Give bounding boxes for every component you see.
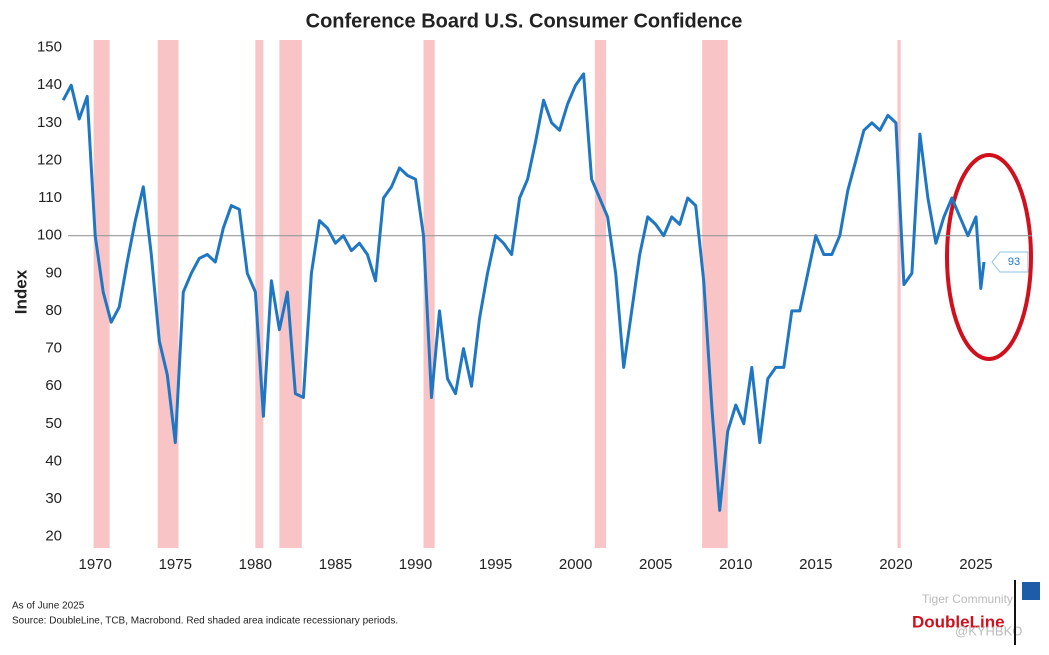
recession-band [255, 40, 264, 548]
recession-band [897, 40, 901, 548]
recession-band [594, 40, 607, 548]
callout-box [991, 251, 1029, 273]
y-tick-label: 40 [45, 452, 62, 469]
y-tick-label: 60 [45, 377, 62, 394]
x-tick-label: 2000 [559, 556, 592, 573]
y-tick-label: 70 [45, 340, 62, 357]
note: Source: DoubleLine, TCB, Macrobond. Red … [12, 616, 398, 627]
x-tick-label: 1990 [399, 556, 432, 573]
x-tick-label: 1980 [239, 556, 272, 573]
y-tick-label: 150 [37, 38, 62, 55]
y-tick-label: 80 [45, 302, 62, 319]
logo-mark [1022, 582, 1040, 600]
y-tick-label: 50 [45, 415, 62, 432]
y-tick-label: 130 [37, 114, 62, 131]
x-tick-label: 2025 [959, 556, 992, 573]
recession-band [423, 40, 435, 548]
recession-band [157, 40, 179, 548]
recession-band [279, 40, 302, 548]
y-tick-label: 140 [37, 76, 62, 93]
note: As of June 2025 [12, 601, 85, 612]
callout-label: 93 [1008, 256, 1020, 268]
watermark: Tiger Community [922, 592, 1013, 606]
y-tick-label: 100 [37, 227, 62, 244]
x-tick-label: 1995 [479, 556, 512, 573]
x-tick-label: 2015 [799, 556, 832, 573]
x-tick-label: 2020 [879, 556, 912, 573]
y-tick-label: 90 [45, 264, 62, 281]
x-tick-label: 1975 [159, 556, 192, 573]
line-series [61, 72, 986, 512]
brand: DoubleLine [912, 612, 1005, 631]
recession-band [93, 40, 110, 548]
highlight-ellipse [945, 153, 1033, 361]
x-tick-label: 1985 [319, 556, 352, 573]
x-tick-label: 2005 [639, 556, 672, 573]
x-tick-label: 2010 [719, 556, 752, 573]
y-axis-label: Index [11, 269, 30, 314]
chart-title: Conference Board U.S. Consumer Confidenc… [306, 10, 743, 32]
y-tick-label: 120 [37, 151, 62, 168]
x-tick-label: 1970 [79, 556, 112, 573]
y-tick-label: 30 [45, 490, 62, 507]
y-tick-label: 20 [45, 528, 62, 545]
y-tick-label: 110 [38, 189, 62, 206]
watermark: @KYHBKO [955, 623, 1022, 638]
